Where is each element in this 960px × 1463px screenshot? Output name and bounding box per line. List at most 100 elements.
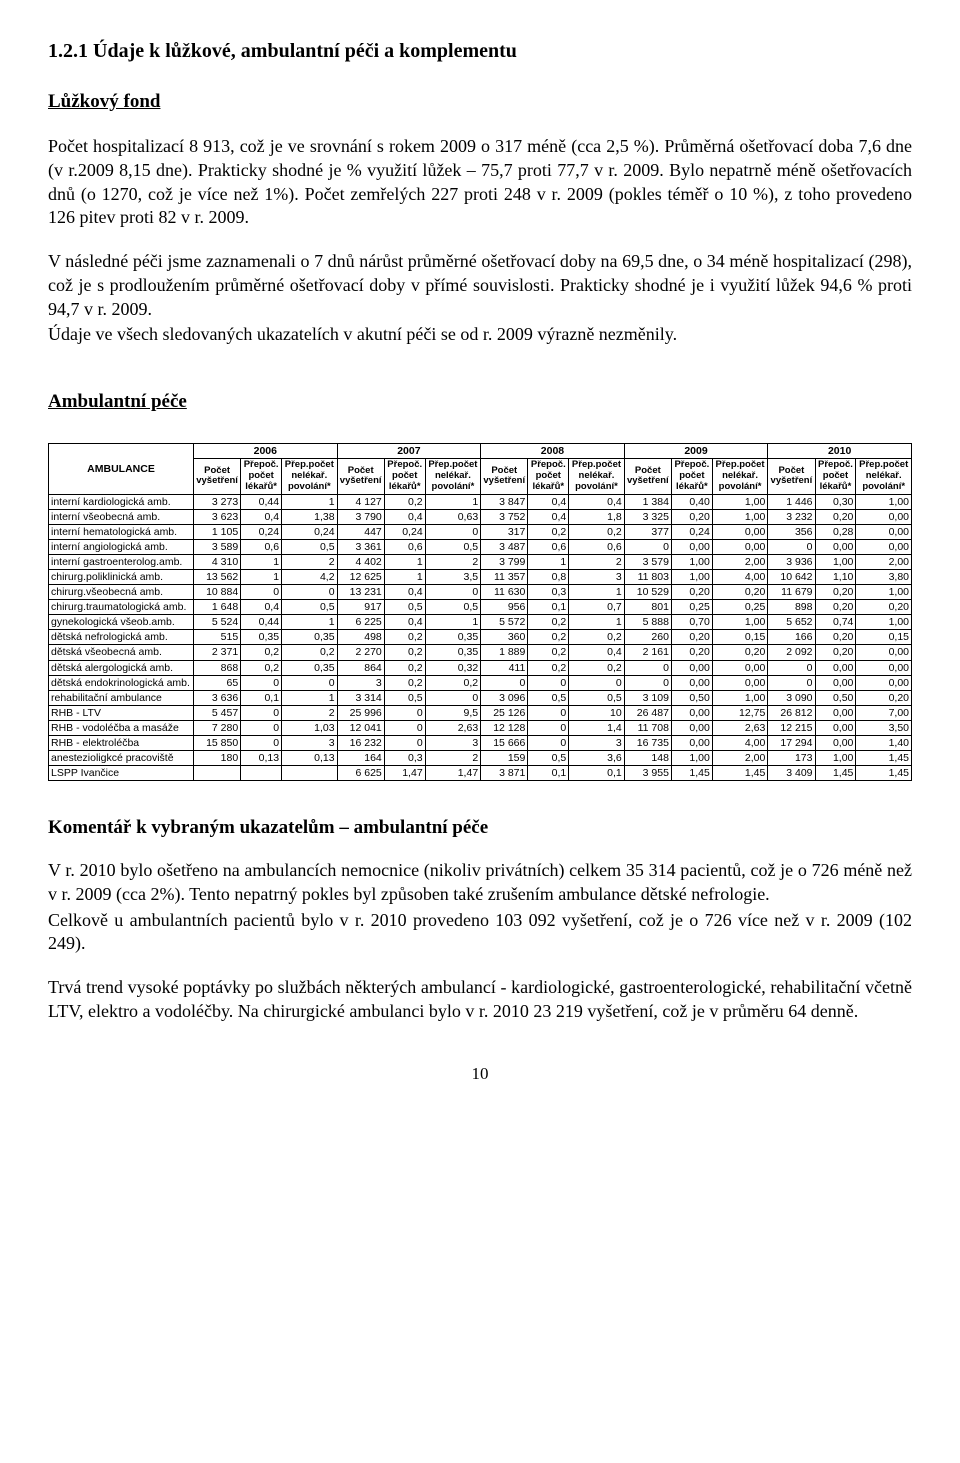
data-cell: 0,00 xyxy=(856,524,912,539)
row-label: anestezioligkcé pracoviště xyxy=(49,750,194,765)
data-cell: 1 xyxy=(569,615,625,630)
data-cell: 7,00 xyxy=(856,705,912,720)
data-cell: 0 xyxy=(241,705,282,720)
data-cell: 3 232 xyxy=(768,509,815,524)
sub-col-header: Počet vyšetření xyxy=(337,459,384,495)
data-cell: 0 xyxy=(241,585,282,600)
data-cell: 3 579 xyxy=(624,555,671,570)
data-cell: 0,24 xyxy=(671,524,712,539)
data-cell: 0 xyxy=(569,675,625,690)
data-cell: 0,13 xyxy=(241,750,282,765)
data-cell: 0,00 xyxy=(712,675,768,690)
data-cell: 377 xyxy=(624,524,671,539)
row-label: RHB - vodoléčba a masáže xyxy=(49,720,194,735)
sub-col-header: Přep.počet nelékař. povolání* xyxy=(856,459,912,495)
data-cell: 0,00 xyxy=(671,540,712,555)
data-cell: 2 xyxy=(569,555,625,570)
data-cell: 0,5 xyxy=(528,750,569,765)
data-cell: 1,00 xyxy=(712,690,768,705)
data-cell: 0,3 xyxy=(384,750,425,765)
data-cell: 3 xyxy=(337,675,384,690)
data-cell: 12 625 xyxy=(337,570,384,585)
data-cell: 12 041 xyxy=(337,720,384,735)
data-cell: 0,24 xyxy=(384,524,425,539)
data-cell: 17 294 xyxy=(768,735,815,750)
data-cell: 0 xyxy=(241,675,282,690)
row-label: interní všeobecná amb. xyxy=(49,509,194,524)
data-cell xyxy=(282,765,338,780)
table-row: rehabilitační ambulance3 6360,113 3140,5… xyxy=(49,690,912,705)
data-cell: 2,00 xyxy=(712,555,768,570)
data-cell: 0,4 xyxy=(528,509,569,524)
data-cell: 0,28 xyxy=(815,524,856,539)
data-cell: 0 xyxy=(528,720,569,735)
data-cell: 0,2 xyxy=(425,675,481,690)
row-label: chirurg.traumatologická amb. xyxy=(49,600,194,615)
data-cell: 2 270 xyxy=(337,645,384,660)
data-cell: 1,40 xyxy=(856,735,912,750)
data-cell: 0,4 xyxy=(569,494,625,509)
data-cell: 0,2 xyxy=(528,660,569,675)
data-cell: 3 636 xyxy=(194,690,241,705)
table-row: dětská alergologická amb.8680,20,358640,… xyxy=(49,660,912,675)
data-cell: 0,20 xyxy=(856,690,912,705)
table-row: chirurg.traumatologická amb.1 6480,40,59… xyxy=(49,600,912,615)
data-cell: 0,44 xyxy=(241,494,282,509)
data-cell: 0,2 xyxy=(384,494,425,509)
row-label: dětská nefrologická amb. xyxy=(49,630,194,645)
data-cell: 1,8 xyxy=(569,509,625,524)
data-cell: 0,20 xyxy=(671,645,712,660)
data-cell: 2,63 xyxy=(712,720,768,735)
data-cell xyxy=(241,765,282,780)
data-cell: 3 955 xyxy=(624,765,671,780)
data-cell: 0,3 xyxy=(528,585,569,600)
data-cell: 26 812 xyxy=(768,705,815,720)
table-row: RHB - elektroléčba15 8500316 2320315 666… xyxy=(49,735,912,750)
table-row: dětská endokrinologická amb.650030,20,20… xyxy=(49,675,912,690)
sub-col-header: Přep.počet nelékař. povolání* xyxy=(569,459,625,495)
data-cell: 11 708 xyxy=(624,720,671,735)
data-cell: 0,00 xyxy=(856,645,912,660)
data-cell: 1 xyxy=(282,494,338,509)
data-cell: 0,2 xyxy=(528,524,569,539)
data-cell: 515 xyxy=(194,630,241,645)
data-cell: 5 457 xyxy=(194,705,241,720)
data-cell: 0,35 xyxy=(282,630,338,645)
data-cell: 0,7 xyxy=(569,600,625,615)
sub-col-header: Počet vyšetření xyxy=(481,459,528,495)
data-cell: 0,35 xyxy=(282,660,338,675)
data-cell: 3 790 xyxy=(337,509,384,524)
year-header-2007: 2007 xyxy=(337,444,481,459)
data-cell: 1,45 xyxy=(671,765,712,780)
data-cell: 3 623 xyxy=(194,509,241,524)
data-cell: 0,6 xyxy=(569,540,625,555)
data-cell: 2 xyxy=(282,555,338,570)
data-cell: 0 xyxy=(425,690,481,705)
sub-col-header: Přepoč. počet lékařů* xyxy=(528,459,569,495)
data-cell: 0,1 xyxy=(528,600,569,615)
data-cell: 0 xyxy=(384,735,425,750)
data-cell: 4,2 xyxy=(282,570,338,585)
data-cell: 148 xyxy=(624,750,671,765)
data-cell: 0,2 xyxy=(282,645,338,660)
table-row: interní všeobecná amb.3 6230,41,383 7900… xyxy=(49,509,912,524)
data-cell: 3,6 xyxy=(569,750,625,765)
sub-col-header: Přep.počet nelékař. povolání* xyxy=(712,459,768,495)
data-cell: 0,4 xyxy=(241,600,282,615)
data-cell: 3 409 xyxy=(768,765,815,780)
data-cell: 16 232 xyxy=(337,735,384,750)
data-cell: 3 487 xyxy=(481,540,528,555)
data-cell: 0,5 xyxy=(282,540,338,555)
data-cell: 0 xyxy=(624,660,671,675)
data-cell: 0 xyxy=(624,675,671,690)
data-cell: 0,00 xyxy=(815,660,856,675)
data-cell: 1,38 xyxy=(282,509,338,524)
data-cell: 3 589 xyxy=(194,540,241,555)
data-cell: 898 xyxy=(768,600,815,615)
data-cell: 2 xyxy=(425,750,481,765)
table-row: LSPP Ivančice6 6251,471,473 8710,10,13 9… xyxy=(49,765,912,780)
data-cell: 0,00 xyxy=(712,660,768,675)
data-cell: 0,6 xyxy=(384,540,425,555)
row-label: interní gastroenterolog.amb. xyxy=(49,555,194,570)
paragraph-6: Trvá trend vysoké poptávky po službách n… xyxy=(48,976,912,1024)
